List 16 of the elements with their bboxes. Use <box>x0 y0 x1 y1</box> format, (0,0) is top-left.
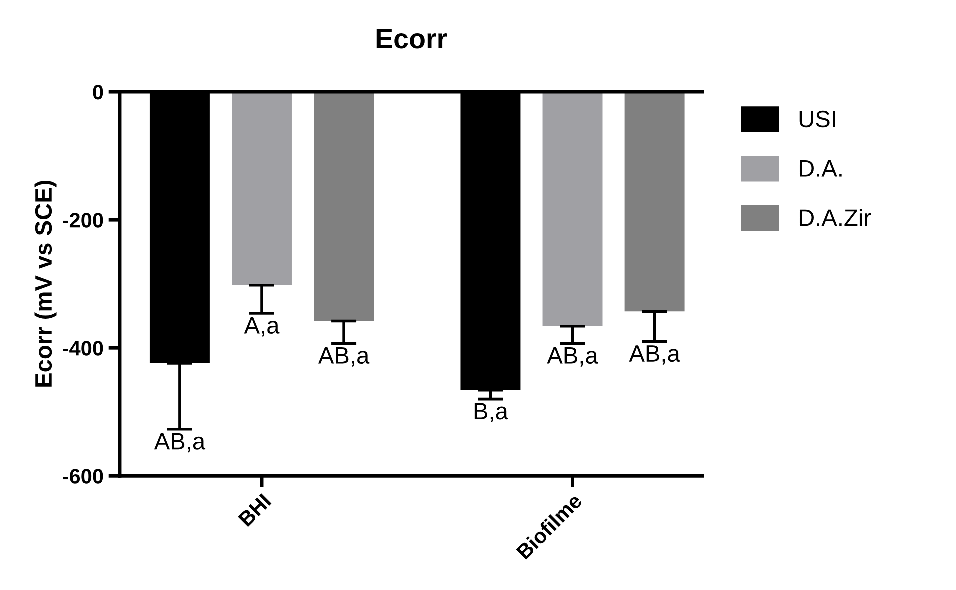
data-label: AB,a <box>629 346 680 365</box>
data-label: AB,a <box>547 348 598 367</box>
legend-label: D.A. <box>800 160 842 177</box>
y-tick-label: -400 <box>63 341 104 356</box>
chart-title: Ecorr <box>376 29 448 49</box>
y-tick-label: -200 <box>63 213 104 228</box>
data-label: A,a <box>244 317 280 337</box>
legend-label: D.A.Zir <box>800 209 872 226</box>
y-tick-label: -600 <box>63 469 104 484</box>
data-label: AB,a <box>318 348 370 367</box>
data-label: AB,a <box>154 433 206 453</box>
x-tick-label: BHI <box>238 494 272 528</box>
data-label: B,a <box>474 403 508 423</box>
y-tick-label: 0 <box>93 85 104 100</box>
y-axis-title: Ecorr (mV vs SCE) <box>34 180 57 387</box>
legend-label: USI <box>800 110 836 128</box>
